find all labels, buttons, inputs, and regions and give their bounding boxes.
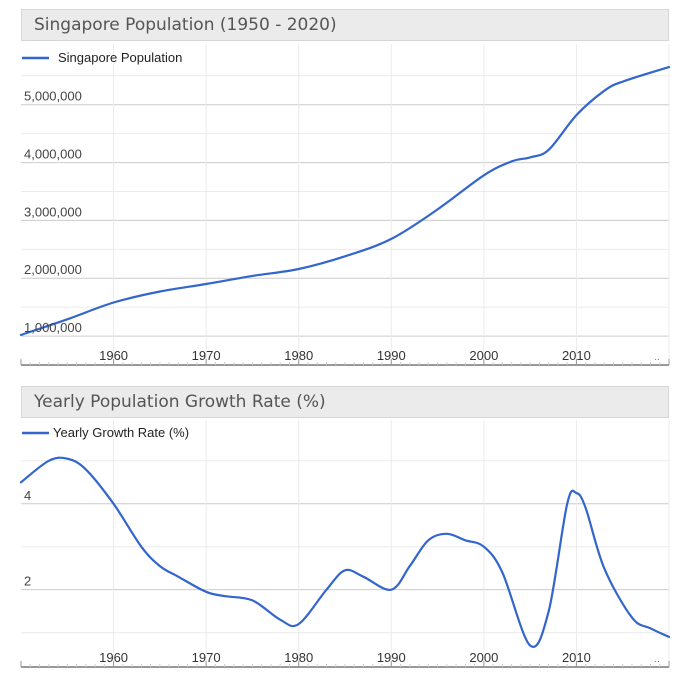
x-tick-label: 1980 — [284, 348, 313, 363]
x-tick-label: 1990 — [377, 650, 406, 665]
legend-label[interactable]: Yearly Growth Rate (%) — [53, 425, 189, 440]
y-tick-label: 5,000,000 — [24, 89, 82, 104]
y-tick-label: 1,000,000 — [24, 320, 82, 335]
axis — [20, 359, 670, 366]
x-tick-label: 1960 — [99, 650, 128, 665]
x-tick-label: 2010 — [562, 650, 591, 665]
tick-labels: 1960 1970 1980 1990 2000 2010 .. 1,000,000 2,000… — [24, 89, 660, 363]
series-group — [19, 456, 671, 648]
x-tick-label: 1970 — [192, 650, 221, 665]
y-tick-label: 3,000,000 — [24, 204, 82, 219]
y-tick-label: 2 — [24, 574, 31, 589]
axis — [20, 661, 670, 668]
grid — [21, 420, 670, 667]
chart-title-growth-rate: Yearly Population Growth Rate (%) — [21, 386, 669, 418]
x-axis-more-indicator: .. — [654, 654, 660, 665]
x-tick-label: 2000 — [469, 348, 498, 363]
legend-label[interactable]: Singapore Population — [58, 50, 182, 65]
y-tick-label: 4,000,000 — [24, 147, 82, 162]
chart-title-population: Singapore Population (1950 - 2020) — [21, 9, 669, 41]
y-tick-label: 2,000,000 — [24, 262, 82, 277]
series-group — [19, 66, 671, 336]
legend: Singapore Population — [22, 50, 182, 65]
x-tick-label: 1960 — [99, 348, 128, 363]
series-line[interactable] — [19, 66, 671, 336]
x-tick-label: 1990 — [377, 348, 406, 363]
population-chart: Singapore Population 1960 1970 1980 1990 200… — [19, 44, 671, 366]
x-axis-more-indicator: .. — [654, 352, 660, 363]
x-tick-label: 2010 — [562, 348, 591, 363]
x-tick-label: 2000 — [469, 650, 498, 665]
x-tick-label: 1980 — [284, 650, 313, 665]
legend: Yearly Growth Rate (%) — [22, 425, 189, 440]
series-line[interactable] — [19, 456, 671, 648]
y-tick-label: 4 — [24, 488, 31, 503]
tick-labels: 1960 1970 1980 1990 2000 2010 .. 2 4 — [24, 488, 660, 665]
x-tick-label: 1970 — [192, 348, 221, 363]
